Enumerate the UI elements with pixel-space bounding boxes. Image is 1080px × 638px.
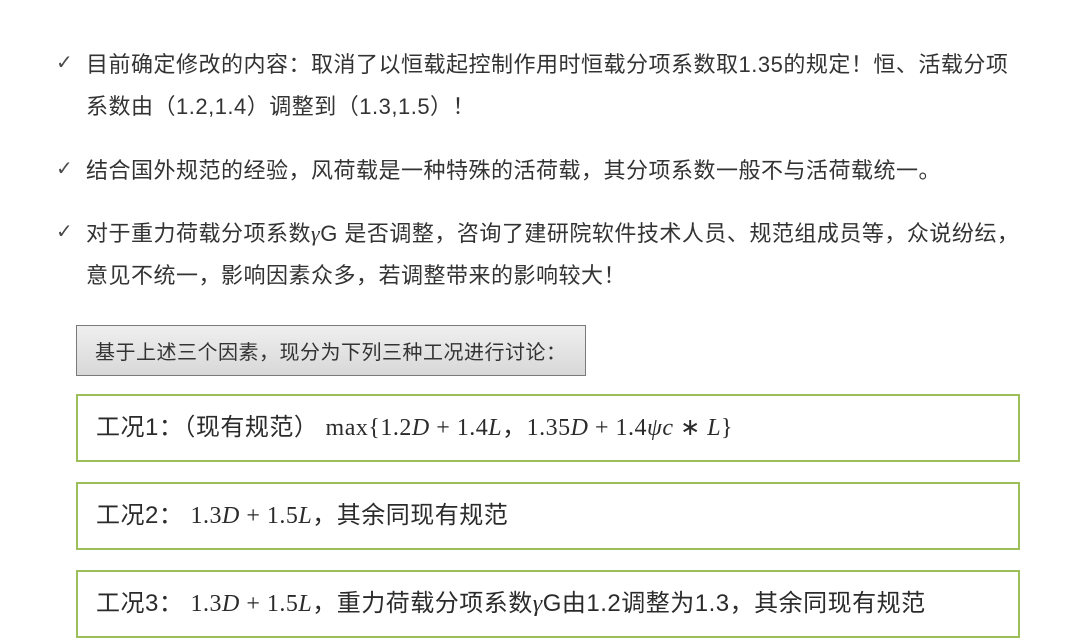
math-plus: +	[430, 415, 457, 441]
math-close: }	[721, 415, 733, 441]
case-label: 工况2：	[96, 502, 183, 529]
case-box-1: 工况1：（现有规范） max{1.2D + 1.4L，1.35D + 1.4ψc…	[76, 394, 1020, 462]
psi-sub: c	[662, 415, 673, 441]
math-var: D	[412, 415, 430, 441]
cases: 工况1：（现有规范） max{1.2D + 1.4L，1.35D + 1.4ψc…	[76, 394, 1020, 638]
math-var: L	[488, 415, 502, 441]
math-var: D	[571, 415, 589, 441]
bullet-list: ✓ 目前确定修改的内容：取消了以恒载起控制作用时恒载分项系数取1.35的规定！恒…	[56, 44, 1024, 297]
math-coef: 1.35	[527, 415, 571, 441]
case-label: 工况1：（现有规范）	[96, 414, 318, 441]
math-sep: ，	[502, 414, 527, 441]
case-mid-post: G由1.2调整为1.3，其余同现有规范	[543, 590, 926, 617]
bullet-text: 结合国外规范的经验，风荷载是一种特殊的活荷载，其分项系数一般不与活荷载统一。	[86, 150, 1024, 192]
case-box-2: 工况2： 1.3D + 1.5L，其余同现有规范	[76, 482, 1020, 550]
case-label: 工况3：	[96, 590, 183, 617]
math-op: max{	[326, 415, 381, 441]
bullet-text: 目前确定修改的内容：取消了以恒载起控制作用时恒载分项系数取1.35的规定！恒、活…	[86, 44, 1024, 128]
case-tail: ，其余同现有规范	[312, 502, 508, 529]
math-coef: 1.5	[267, 591, 299, 617]
checkmark-icon: ✓	[56, 213, 86, 251]
bullet-text-pre: 对于重力荷载分项系数	[86, 221, 311, 246]
gamma-symbol: γ	[311, 221, 320, 246]
math-var: L	[707, 415, 721, 441]
math-star: ∗	[674, 415, 708, 441]
bullet-item: ✓ 对于重力荷载分项系数γG 是否调整，咨询了建研院软件技术人员、规范组成员等，…	[56, 213, 1024, 297]
math-plus: +	[588, 415, 615, 441]
math-coef: 1.4	[457, 415, 489, 441]
checkmark-icon: ✓	[56, 44, 86, 82]
checkmark-icon: ✓	[56, 150, 86, 188]
math-coef: 1.3	[191, 503, 223, 529]
math-coef: 1.4	[616, 415, 648, 441]
bullet-item: ✓ 目前确定修改的内容：取消了以恒载起控制作用时恒载分项系数取1.35的规定！恒…	[56, 44, 1024, 128]
bullet-text: 对于重力荷载分项系数γG 是否调整，咨询了建研院软件技术人员、规范组成员等，众说…	[86, 213, 1024, 297]
case-mid-pre: ，重力荷载分项系数	[312, 590, 533, 617]
math-coef: 1.2	[380, 415, 412, 441]
psi-symbol: ψ	[647, 415, 662, 441]
math-var: L	[298, 503, 312, 529]
math-plus: +	[240, 591, 267, 617]
gamma-symbol: γ	[533, 591, 543, 617]
summary-box: 基于上述三个因素，现分为下列三种工况进行讨论：	[76, 325, 586, 376]
math-coef: 1.3	[191, 591, 223, 617]
math-var: D	[222, 591, 240, 617]
case-box-3: 工况3： 1.3D + 1.5L，重力荷载分项系数γG由1.2调整为1.3，其余…	[76, 570, 1020, 638]
math-coef: 1.5	[267, 503, 299, 529]
math-var: D	[222, 503, 240, 529]
bullet-item: ✓ 结合国外规范的经验，风荷载是一种特殊的活荷载，其分项系数一般不与活荷载统一。	[56, 150, 1024, 192]
slide-content: ✓ 目前确定修改的内容：取消了以恒载起控制作用时恒载分项系数取1.35的规定！恒…	[0, 0, 1080, 627]
math-plus: +	[240, 503, 267, 529]
math-var: L	[298, 591, 312, 617]
